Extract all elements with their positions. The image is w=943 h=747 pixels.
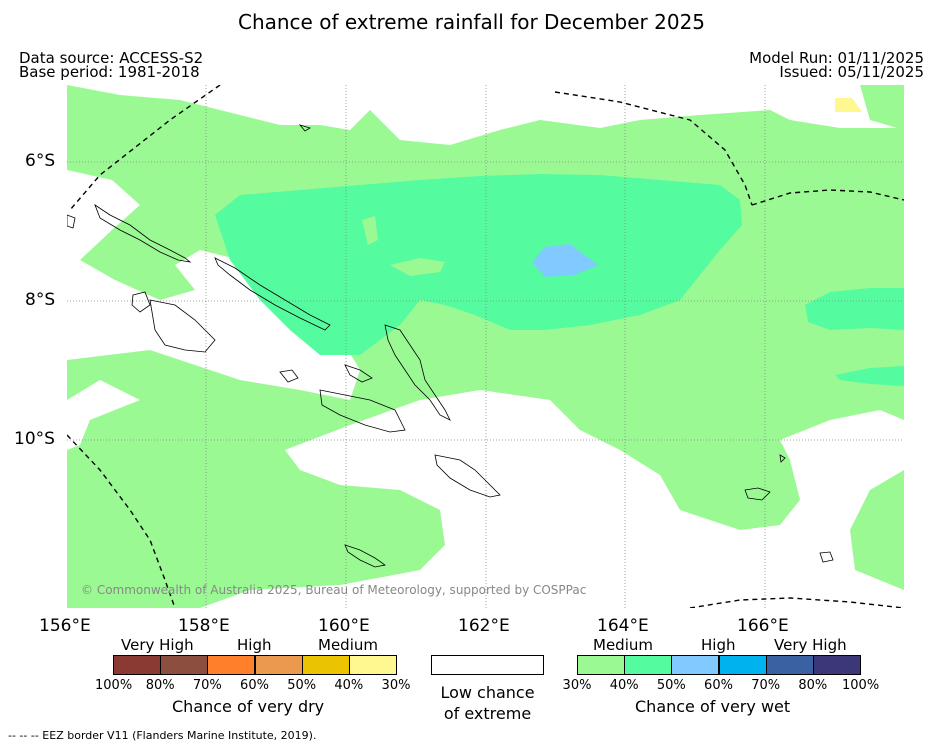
wet-swatch-2 <box>671 655 720 675</box>
santa-cruz-island <box>744 487 771 501</box>
dry-caption: Chance of very dry <box>172 697 325 716</box>
dry-pct-label: 40% <box>334 678 364 693</box>
small-islet <box>67 214 76 229</box>
dry-pct-label: 60% <box>240 678 269 693</box>
neutral-caption-line1: Low chance <box>440 683 535 702</box>
wet-header-very-high: Very High <box>774 636 847 654</box>
eez-footnote: -- -- -- EEZ border V11 (Flanders Marine… <box>8 729 317 742</box>
utupua-island <box>819 551 834 563</box>
lat-label-10s: 10°S <box>14 429 55 449</box>
model-run: Model Run: 01/11/2025 <box>749 49 924 67</box>
malaita-island <box>434 454 501 498</box>
dry-header-high: High <box>237 636 272 654</box>
dry-header-very-high: Very High <box>121 636 194 654</box>
russell-islands <box>279 369 299 383</box>
dry-swatch-4 <box>301 655 350 675</box>
new-georgia-island <box>149 299 216 353</box>
small-islet <box>779 454 786 463</box>
neutral-caption-line2: of extreme <box>443 704 532 723</box>
dry-pct-label: 70% <box>192 678 222 693</box>
wet-pct-label: 50% <box>656 678 686 693</box>
dry-pct-label: 80% <box>145 678 175 693</box>
wet-high-region <box>805 288 904 330</box>
santa-isabel-island <box>384 324 451 421</box>
lon-label-156e: 156°E <box>39 616 91 636</box>
graticule <box>67 85 904 608</box>
lon-label-164e: 164°E <box>597 616 649 636</box>
wet-swatch-1 <box>624 655 673 675</box>
wet-swatch-5 <box>812 655 861 675</box>
wet-pct-label: 30% <box>562 678 592 693</box>
lat-label-8s: 8°S <box>25 290 56 310</box>
dry-pct-label: 50% <box>287 678 317 693</box>
lon-label-160e: 160°E <box>318 616 370 636</box>
wet-pct-label: 60% <box>704 678 733 693</box>
wet-pct-label: 80% <box>798 678 828 693</box>
dry-swatch-3 <box>254 655 303 675</box>
small-islet <box>298 124 311 132</box>
wet-medium-pocket <box>362 216 378 245</box>
wet-header-medium: Medium <box>593 636 653 654</box>
wet-caption: Chance of very wet <box>635 697 791 716</box>
dry-medium-region <box>835 98 862 112</box>
wet-swatch-3 <box>718 655 767 675</box>
map-title: Chance of extreme rainfall for December … <box>237 10 706 34</box>
wet-pct-label: 100% <box>842 678 880 693</box>
dry-pct-label: 100% <box>95 678 133 693</box>
dry-swatch-2 <box>207 655 256 675</box>
issued-date: Issued: 05/11/2025 <box>779 63 924 81</box>
small-island-ring <box>131 291 151 313</box>
eez-border <box>67 85 904 608</box>
lon-label-162e: 162°E <box>458 616 510 636</box>
bougainville-island <box>94 203 192 263</box>
wet-swatch-0 <box>577 655 626 675</box>
wet-high-region <box>215 174 742 355</box>
wet-50-60-region <box>532 244 598 277</box>
dry-header-medium: Medium <box>318 636 378 654</box>
lon-label-166e: 166°E <box>737 616 789 636</box>
neutral-swatch <box>431 655 544 675</box>
makira-island <box>344 544 386 568</box>
wet-pct-label: 70% <box>751 678 781 693</box>
wet-swatch-4 <box>765 655 814 675</box>
wet-header-high: High <box>701 636 736 654</box>
wet-high-region <box>835 366 904 386</box>
copyright-credit: © Commonwealth of Australia 2025, Bureau… <box>81 583 587 597</box>
guadalcanal-island <box>319 389 406 433</box>
dry-swatch-1 <box>160 655 209 675</box>
dry-swatch-0 <box>113 655 162 675</box>
wet-pct-label: 40% <box>609 678 639 693</box>
data-source: Data source: ACCESS-S2 <box>19 49 204 67</box>
dry-pct-label: 30% <box>381 678 411 693</box>
lat-label-6s: 6°S <box>25 151 56 171</box>
lon-label-158e: 158°E <box>178 616 230 636</box>
dry-swatch-5 <box>348 655 397 675</box>
wet-medium-pocket <box>390 258 445 276</box>
coastlines <box>67 124 834 568</box>
florida-islands <box>344 364 373 383</box>
choiseul-island <box>214 257 331 331</box>
base-period: Base period: 1981-2018 <box>19 63 200 81</box>
